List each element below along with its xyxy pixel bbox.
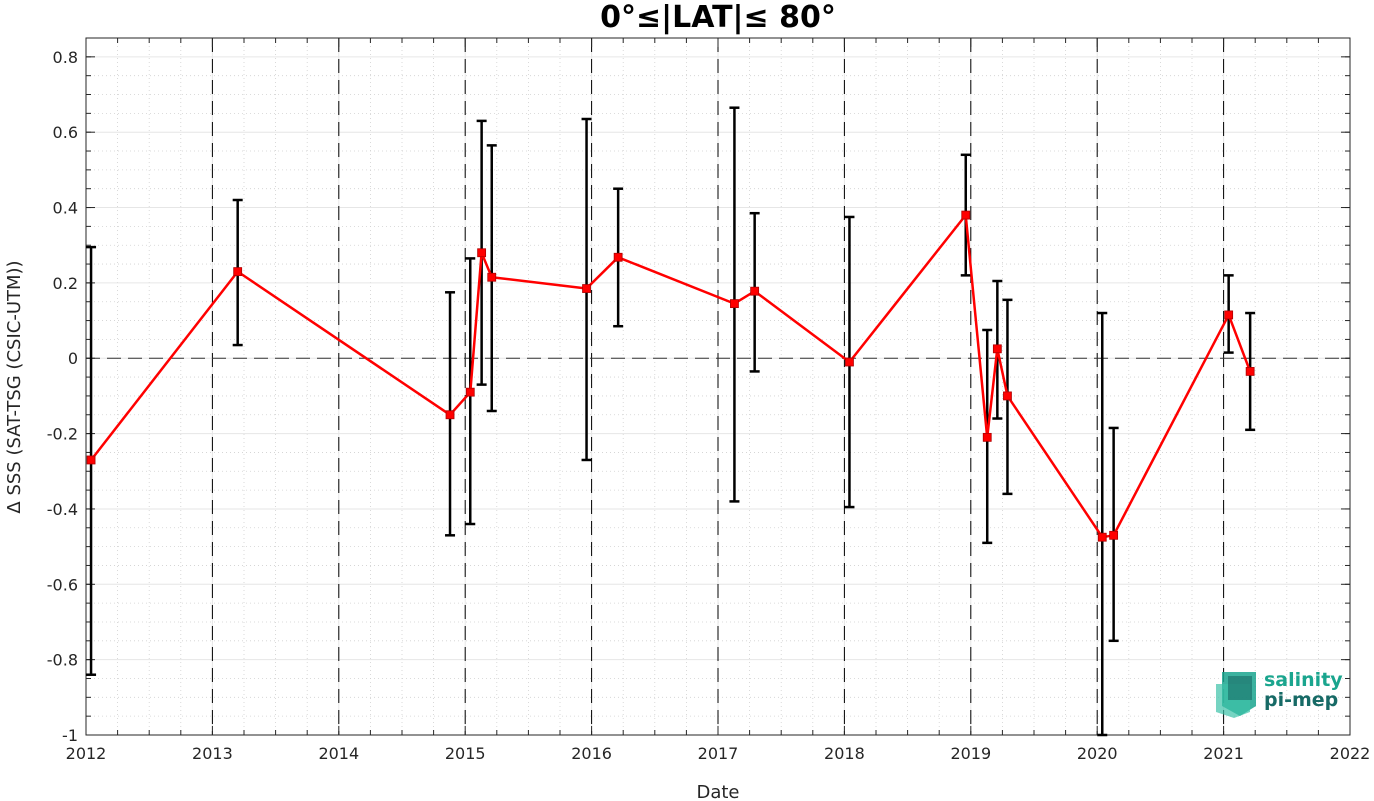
data-point-marker xyxy=(1097,532,1107,542)
y-tick-label: -0.8 xyxy=(47,651,78,670)
y-tick-label: -0.2 xyxy=(47,425,78,444)
y-tick-label: 0.2 xyxy=(53,274,78,293)
x-tick-label: 2015 xyxy=(445,744,486,763)
x-axis-title: Date xyxy=(696,782,739,801)
data-point-marker xyxy=(961,210,971,220)
data-point-marker xyxy=(750,286,760,296)
data-point-marker xyxy=(613,252,623,262)
salinity-pi-mep-logo: salinity pi-mep xyxy=(1216,669,1343,718)
y-tick-labels: -1 -0.8 -0.6 -0.4 -0.2 0 0.2 0.4 0.6 0.8 xyxy=(47,48,78,745)
x-tick-label: 2016 xyxy=(571,744,612,763)
y-tick-label: 0.8 xyxy=(53,48,78,67)
data-point-marker xyxy=(477,248,487,258)
logo-mark-icon xyxy=(1216,672,1256,718)
data-point-marker xyxy=(845,357,854,367)
y-tick-label: 0 xyxy=(68,349,78,368)
data-markers xyxy=(86,210,1255,542)
data-point-marker xyxy=(992,344,1002,354)
x-tick-label: 2018 xyxy=(824,744,865,763)
x-tick-label: 2022 xyxy=(1330,744,1371,763)
year-lines xyxy=(211,38,1225,735)
data-point-marker xyxy=(445,410,455,420)
y-tick-label: -0.6 xyxy=(47,575,78,594)
data-point-marker xyxy=(233,267,243,276)
x-tick-labels: 2012 2013 2014 2015 2016 2017 2018 2019 2020 2021… xyxy=(66,744,1371,763)
x-tick-label: 2012 xyxy=(66,744,107,763)
data-point-marker xyxy=(1003,391,1012,401)
logo-text-line1: salinity xyxy=(1264,669,1343,691)
data-point-marker xyxy=(730,299,739,309)
chart-title: 0°≤|LAT|≤ 80° xyxy=(600,0,836,35)
data-point-marker xyxy=(1224,310,1234,320)
y-tick-label: 0.4 xyxy=(53,199,78,218)
x-tick-label: 2020 xyxy=(1077,744,1118,763)
y-tick-label: -1 xyxy=(62,726,78,745)
logo-text-line2: pi-mep xyxy=(1264,689,1338,711)
data-point-marker xyxy=(982,432,992,442)
data-point-marker xyxy=(487,272,497,282)
x-tick-label: 2017 xyxy=(698,744,739,763)
x-tick-label: 2013 xyxy=(192,744,233,763)
x-tick-label: 2021 xyxy=(1203,744,1244,763)
data-point-marker xyxy=(1245,367,1255,376)
y-axis-title: Δ SSS (SAT-TSG (CSIC-UTM)) xyxy=(4,260,25,513)
y-tick-label: 0.6 xyxy=(53,123,78,142)
x-tick-label: 2019 xyxy=(950,744,991,763)
x-tick-label: 2014 xyxy=(318,744,359,763)
data-point-marker xyxy=(86,455,96,465)
data-point-marker xyxy=(582,284,591,293)
data-point-marker xyxy=(1109,530,1119,540)
y-tick-label: -0.4 xyxy=(47,500,78,519)
data-point-marker xyxy=(465,387,475,397)
